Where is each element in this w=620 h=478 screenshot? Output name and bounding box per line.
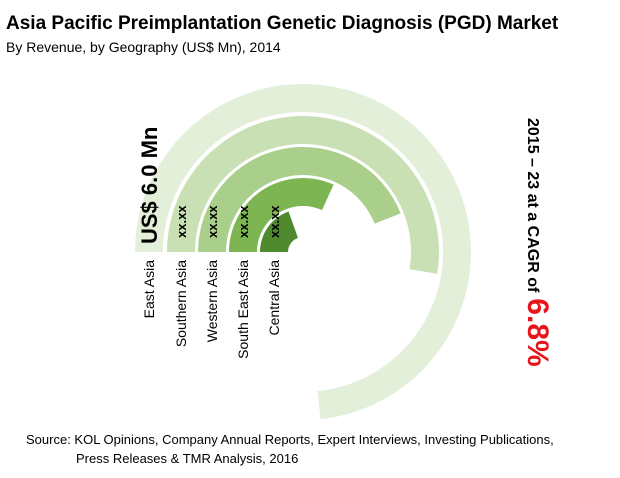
category-label: Southern Asia [173,260,189,347]
cagr: 2015 – 23 at a CAGR of 6.8% [521,118,554,367]
category-label: Western Asia [204,260,220,342]
value-label: xx.xx [205,205,220,238]
radial-bar [229,178,334,252]
value-label: US$ 6.0 Mn [137,127,162,244]
radial-bar [198,146,401,252]
value-label: xx.xx [236,205,251,238]
radial-bar [167,116,440,274]
category-label: South East Asia [235,260,251,359]
cagr-value: 6.8% [521,298,554,366]
category-label: Central Asia [266,260,282,336]
cagr-text: 2015 – 23 at a CAGR of 6.8% [521,118,554,367]
value-label: xx.xx [267,205,282,238]
category-label: East Asia [141,260,157,319]
chart-subtitle: By Revenue, by Geography (US$ Mn), 2014 [6,39,281,55]
chart-title: Asia Pacific Preimplantation Genetic Dia… [6,13,559,34]
source-line: Source: KOL Opinions, Company Annual Rep… [26,432,554,447]
value-label: xx.xx [174,205,189,238]
radial-bar [260,211,298,252]
source-line: Press Releases & TMR Analysis, 2016 [76,451,298,466]
cagr-label: 2015 – 23 at a CAGR of [524,118,541,293]
